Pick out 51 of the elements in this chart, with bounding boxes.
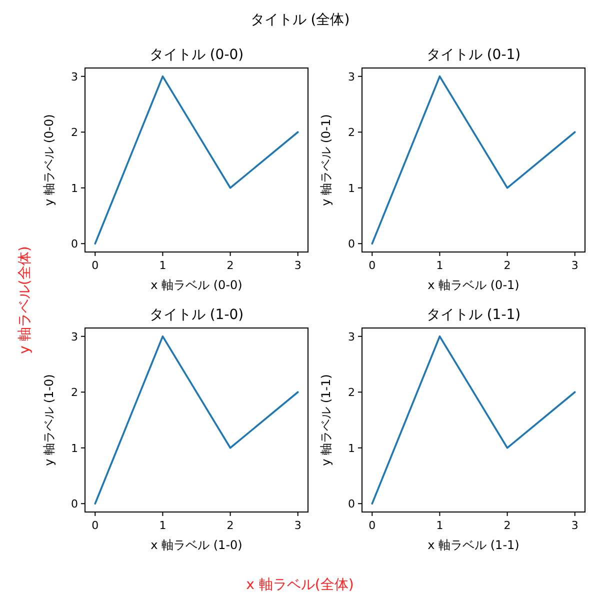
x-tick-label: 0 — [92, 519, 99, 532]
line-series — [94, 75, 299, 245]
y-tick-label: 0 — [71, 238, 78, 251]
chart-title: タイトル (1-0) — [149, 307, 244, 323]
x-tick-label: 1 — [436, 519, 444, 532]
x-axis-title: x 軸ラベル (1-0) — [150, 538, 242, 552]
line-series — [371, 75, 576, 245]
y-axis-title: y 軸ラベル (0-0) — [42, 114, 56, 206]
y-tick-label: 3 — [71, 330, 78, 344]
x-tick-label: 2 — [226, 519, 234, 532]
x-tick-label: 3 — [571, 259, 578, 272]
x-tick-label: 0 — [368, 259, 376, 272]
x-tick-label: 3 — [571, 519, 578, 532]
text: y 軸ラベル(全体) — [17, 246, 33, 354]
x-tick-label: 2 — [226, 259, 234, 272]
x-tick-label: 0 — [368, 519, 376, 532]
x-tick-label: 3 — [294, 519, 302, 532]
y-tick-label: 1 — [348, 182, 355, 195]
text: タイトル (全体) — [250, 12, 350, 28]
x-axis-title: x 軸ラベル (0-1) — [428, 278, 520, 292]
x-tick-label: 0 — [92, 259, 99, 272]
y-tick-label: 3 — [348, 70, 355, 84]
chart-title: タイトル (1-1) — [426, 307, 521, 323]
x-tick-label: 2 — [504, 519, 511, 532]
x-tick-label: 3 — [294, 259, 302, 272]
y-tick-label: 2 — [71, 126, 78, 140]
x-tick-label: 1 — [159, 259, 166, 272]
y-tick-label: 0 — [348, 238, 355, 251]
y-axis-title: y 軸ラベル (0-1) — [319, 114, 333, 206]
x-tick-label: 2 — [504, 259, 511, 272]
y-tick-label: 2 — [348, 386, 355, 400]
y-tick-label: 0 — [71, 498, 78, 511]
x-tick-label: 1 — [436, 259, 444, 272]
y-tick-label: 1 — [71, 182, 78, 195]
line-series — [94, 335, 299, 505]
y-tick-label: 1 — [348, 442, 355, 455]
text: x 軸ラベル(全体) — [246, 577, 354, 593]
line-series — [371, 335, 576, 505]
y-tick-label: 0 — [348, 498, 355, 511]
x-tick-label: 1 — [159, 519, 166, 532]
y-tick-label: 3 — [71, 70, 78, 84]
y-tick-label: 1 — [71, 442, 78, 455]
y-axis-title: y 軸ラベル (1-1) — [319, 374, 333, 466]
y-tick-label: 2 — [348, 126, 355, 140]
y-axis-title: y 軸ラベル (1-0) — [42, 374, 56, 466]
x-axis-title: x 軸ラベル (1-1) — [428, 538, 520, 552]
y-tick-label: 2 — [71, 386, 78, 400]
x-axis-title: x 軸ラベル (0-0) — [150, 278, 242, 292]
y-tick-label: 3 — [348, 330, 355, 344]
chart-title: タイトル (0-0) — [149, 47, 244, 63]
chart-title: タイトル (0-1) — [426, 47, 521, 63]
